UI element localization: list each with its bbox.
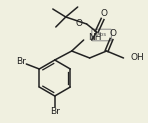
Text: O: O [76, 18, 83, 28]
Text: O: O [109, 30, 116, 38]
Text: OH: OH [131, 54, 144, 62]
Text: Br: Br [50, 108, 60, 116]
Text: O: O [100, 9, 107, 18]
FancyBboxPatch shape [92, 29, 111, 41]
Text: Abs: Abs [96, 32, 107, 38]
Text: NH: NH [88, 33, 101, 43]
Text: Br: Br [16, 57, 26, 67]
